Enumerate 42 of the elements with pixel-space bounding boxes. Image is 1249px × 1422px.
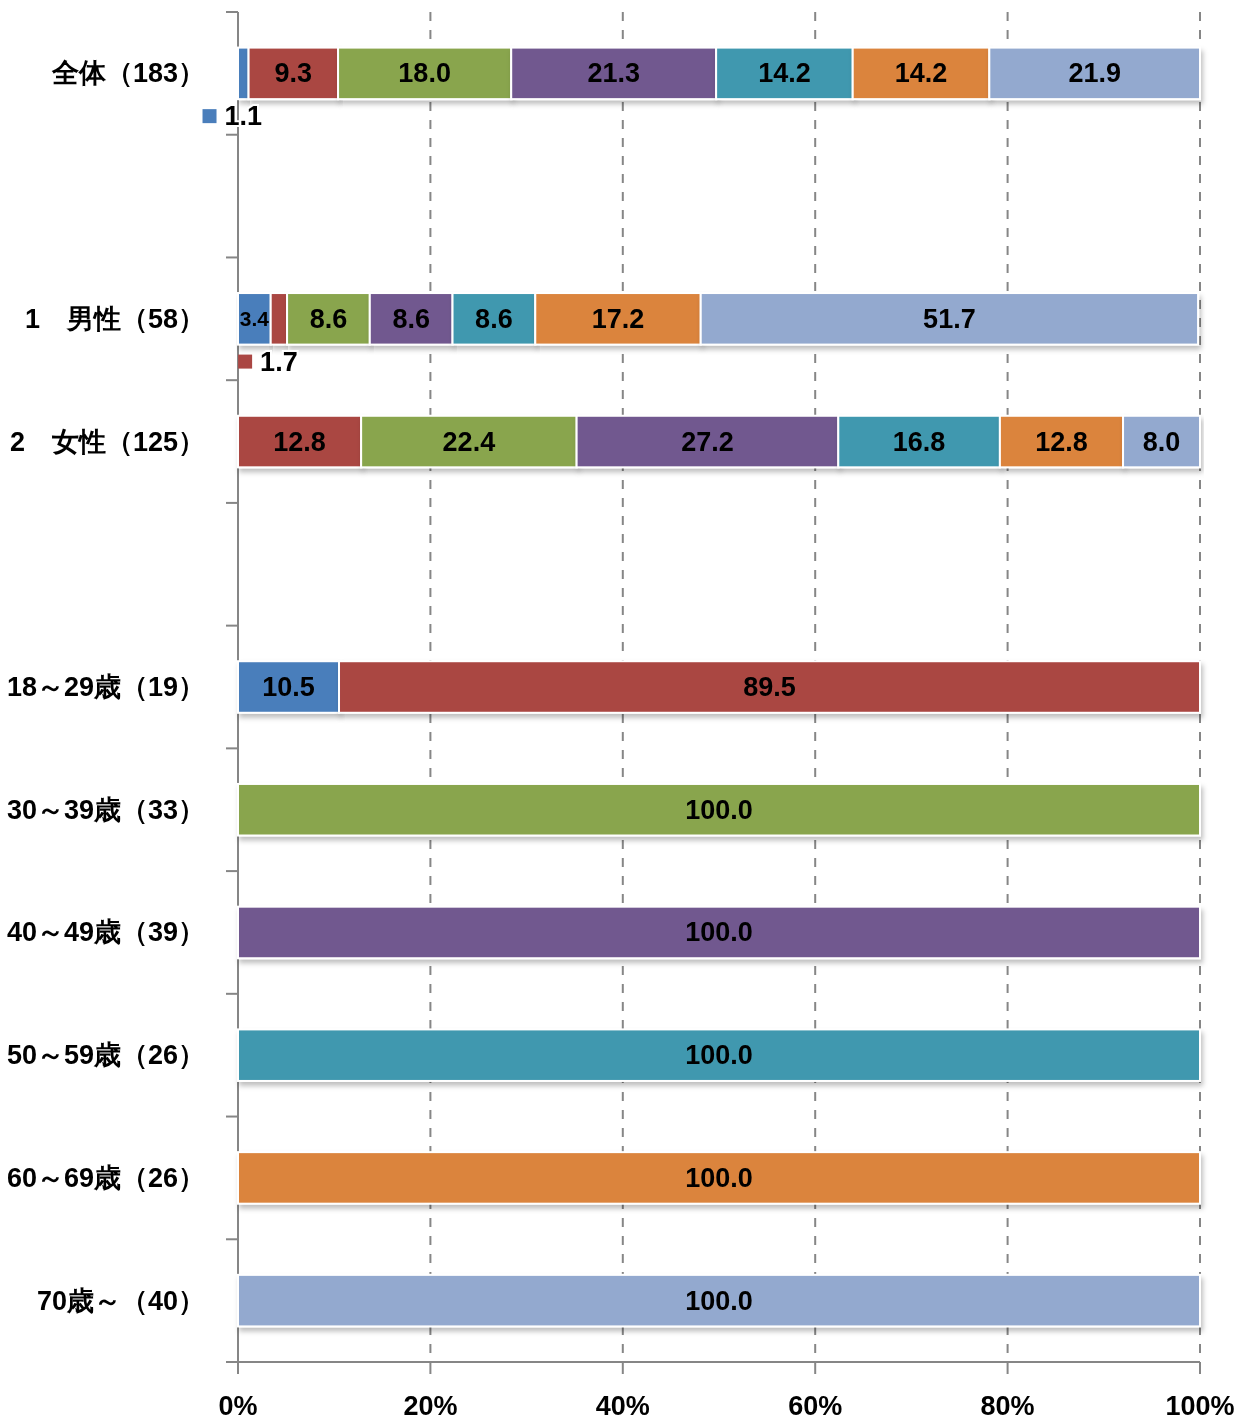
category-label: 30～39歳（33）	[6, 794, 205, 825]
value-label: 1.1	[224, 101, 263, 132]
value-label: 100.0	[685, 1162, 753, 1193]
x-tick-label: 60%	[788, 1391, 843, 1421]
value-label: 9.3	[274, 58, 313, 89]
value-label: 16.8	[892, 426, 946, 457]
value-label: 1.7	[260, 346, 298, 377]
value-label: 14.2	[758, 58, 811, 89]
category-label: 全体（183）	[51, 58, 205, 89]
value-label: 51.7	[923, 303, 976, 334]
x-tick-label: 80%	[980, 1391, 1035, 1421]
value-label: 21.3	[587, 58, 640, 89]
value-label: 18.0	[398, 58, 451, 89]
value-label: 3.4	[239, 307, 269, 331]
value-label: 100.0	[685, 1040, 753, 1071]
value-label: 17.2	[591, 303, 645, 334]
category-label: 18～29歳（19）	[6, 672, 205, 702]
x-tick-label: 20%	[403, 1391, 458, 1421]
value-label: 21.9	[1068, 58, 1121, 89]
value-label: 8.0	[1142, 426, 1181, 457]
value-label: 27.2	[681, 426, 734, 457]
value-label: 8.6	[475, 303, 513, 334]
x-tick-label: 100%	[1165, 1391, 1235, 1421]
value-label: 89.5	[743, 672, 796, 702]
x-tick-label: 0%	[218, 1391, 258, 1421]
value-label: 12.8	[1035, 426, 1088, 457]
value-label: 14.2	[894, 58, 948, 89]
value-label: 100.0	[685, 917, 753, 948]
category-label: 40～49歳（39）	[6, 917, 205, 948]
category-label: 2 女性（125）	[9, 426, 205, 457]
category-label: 70歳～（40）	[36, 1285, 205, 1316]
category-label: 60～69歳（26）	[6, 1162, 205, 1193]
value-label: 100.0	[685, 1285, 753, 1316]
value-label: 8.6	[309, 303, 348, 334]
value-label: 10.5	[262, 672, 315, 702]
x-tick-label: 40%	[595, 1391, 650, 1421]
value-label: 12.8	[273, 426, 326, 457]
value-label: 100.0	[685, 794, 753, 825]
value-label: 8.6	[392, 303, 430, 334]
category-label: 50～59歳（26）	[6, 1040, 205, 1071]
value-label: 22.4	[442, 426, 496, 457]
category-label: 1 男性（58）	[24, 303, 205, 334]
